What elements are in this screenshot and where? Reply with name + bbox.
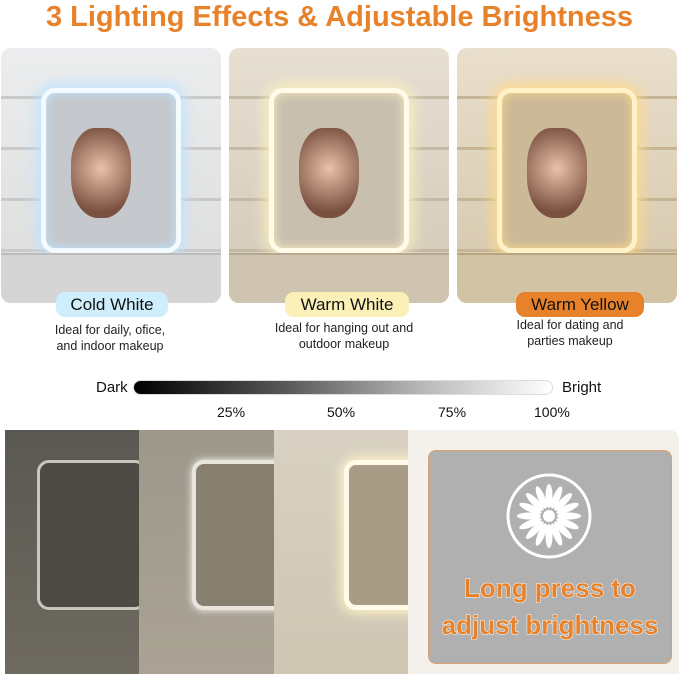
- instruction-line-2: adjust brightness: [441, 610, 659, 641]
- description-line: outdoor makeup: [298, 337, 390, 351]
- mode-description: Ideal for hanging out and outdoor makeup: [249, 320, 439, 352]
- level-50: 50%: [327, 404, 356, 420]
- petal: [556, 518, 579, 530]
- petal: [535, 523, 547, 546]
- brightness-25-photo: [5, 430, 140, 674]
- bright-label: Bright: [562, 379, 602, 396]
- mode-label-cold-white: Cold White: [56, 292, 168, 317]
- level-25: 25%: [217, 404, 246, 420]
- warm-yellow-photo: [457, 48, 677, 303]
- description-line: Ideal for hanging out and: [274, 321, 414, 335]
- brightness-sun-icon: [506, 473, 592, 559]
- dark-label: Dark: [96, 379, 128, 396]
- petal: [519, 502, 542, 514]
- mode-description: Ideal for daily, ofice, and indoor makeup: [20, 322, 200, 354]
- description-line: and indoor makeup: [56, 339, 164, 353]
- petal: [556, 502, 579, 514]
- brightness-75-photo: [274, 430, 409, 674]
- description-line: Ideal for daily, ofice,: [54, 323, 166, 337]
- mode-label-warm-white: Warm White: [285, 292, 409, 317]
- description-line: parties makeup: [527, 334, 613, 348]
- warm-white-photo: [229, 48, 449, 303]
- mirror-glow: [37, 460, 140, 610]
- petal: [535, 486, 547, 509]
- mirror-glow: [41, 88, 181, 253]
- mode-description: Ideal for dating and parties makeup: [490, 317, 650, 349]
- petal: [551, 523, 563, 546]
- page-title: 3 Lighting Effects & Adjustable Brightne…: [45, 1, 634, 33]
- face: [71, 128, 131, 218]
- brightness-50-photo: [139, 430, 274, 674]
- petal: [554, 521, 572, 539]
- level-100: 100%: [534, 404, 570, 420]
- petal: [519, 518, 542, 530]
- cold-white-photo: [1, 48, 221, 303]
- petal: [545, 484, 553, 508]
- mode-label-warm-yellow: Warm Yellow: [516, 292, 644, 317]
- petal: [526, 521, 544, 539]
- petal: [554, 493, 572, 511]
- petal: [557, 512, 581, 520]
- mirror-glow: [192, 460, 274, 610]
- petal: [526, 493, 544, 511]
- petal: [517, 512, 541, 520]
- face: [299, 128, 359, 218]
- brightness-control-card: Long press to adjust brightness: [428, 450, 672, 664]
- description-line: Ideal for dating and: [516, 318, 624, 332]
- mirror-glow: [344, 460, 409, 610]
- petal: [551, 486, 563, 509]
- instruction-line-1: Long press to: [464, 573, 637, 604]
- face: [527, 128, 587, 218]
- petal: [545, 524, 553, 548]
- level-75: 75%: [438, 404, 467, 420]
- brightness-gradient-bar: [133, 380, 553, 395]
